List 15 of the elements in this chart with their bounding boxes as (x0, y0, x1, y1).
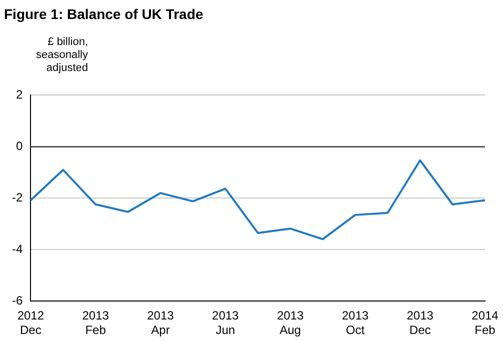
x-tick-label: 2013 Jun (212, 308, 240, 338)
y-tick-label: -2 (12, 190, 23, 205)
y-tick-label: 2 (16, 88, 23, 102)
y-tick-label: -4 (12, 242, 23, 256)
y-tick-label: -6 (12, 294, 23, 308)
x-tick-label: 2014 Feb (472, 308, 499, 338)
y-axis-title: £ billion, seasonally adjusted (35, 36, 88, 75)
x-tick-label: 2013 Feb (82, 308, 110, 338)
y-tick-label: 0 (16, 139, 23, 154)
x-tick-label: 2013 Dec (406, 308, 434, 338)
x-tick-label: 2012 Dec (17, 308, 44, 338)
x-tick-label: 2013 Oct (342, 308, 369, 338)
chart-title: Figure 1: Balance of UK Trade (4, 6, 204, 22)
x-tick-label: 2013 Apr (147, 308, 174, 338)
x-tick-label: 2013 Aug (276, 308, 304, 338)
